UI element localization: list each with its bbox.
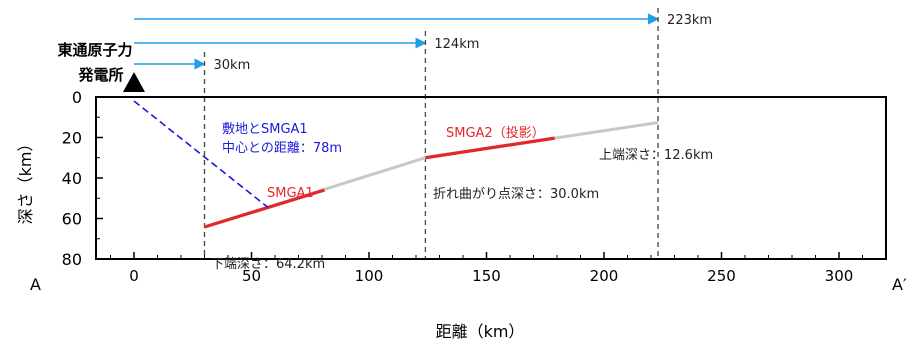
section-start-label: A [30,275,41,294]
x-tick-label: 0 [129,267,139,285]
bottom-depth-label: 下端深さ：64.2km [211,257,325,272]
distance-arrow-label: 30km [214,58,251,73]
distance-arrow-label: 223km [667,13,712,28]
y-tick-label: 20 [62,129,82,148]
top-depth-label: 上端深さ：12.6km [599,148,713,163]
x-tick-label: 250 [707,267,736,285]
y-tick-label: 0 [72,88,82,107]
x-tick-label: 150 [472,267,501,285]
y-axis-ticks: 0 20 40 60 80 [62,88,103,269]
x-axis-ticks: 0 50 100 150 200 250 300 [110,252,863,285]
x-axis-title: 距離（km） [436,322,525,341]
section-end-label: A′ [892,275,907,294]
fault-trace-line [204,121,659,229]
site-to-smga1-distance-line [133,100,269,208]
x-tick-label: 200 [590,267,619,285]
y-tick-label: 80 [62,250,82,269]
epicentral-label-line2: 中心との距離：78m [222,141,342,156]
smga1-label: SMGA1 [267,186,314,201]
epicentral-label-line1: 敷地とSMGA1 [222,122,308,137]
x-tick-label: 100 [355,267,384,285]
y-axis-title: 深さ（km） [16,136,35,225]
site-name-line2: 発電所 [77,66,123,84]
y-tick-label: 60 [62,210,82,229]
reference-dashed-lines [203,8,659,259]
smga-segment [425,136,555,160]
bend-depth-label: 折れ曲がり点深さ：30.0km [433,187,599,202]
distance-arrow-label: 124km [434,37,479,52]
x-tick-label: 300 [825,267,854,285]
y-tick-label: 40 [62,169,82,188]
plot-frame [95,96,887,260]
power-station-marker-icon [123,72,145,92]
smga-segment [204,188,325,229]
distance-arrows: 30km 124km 223km [134,13,712,73]
x-tick-label: 50 [242,267,261,285]
smga2-label: SMGA2（投影） [446,125,545,141]
fault-geometry [133,100,659,229]
site-name-line1: 東通原子力 [57,41,132,59]
